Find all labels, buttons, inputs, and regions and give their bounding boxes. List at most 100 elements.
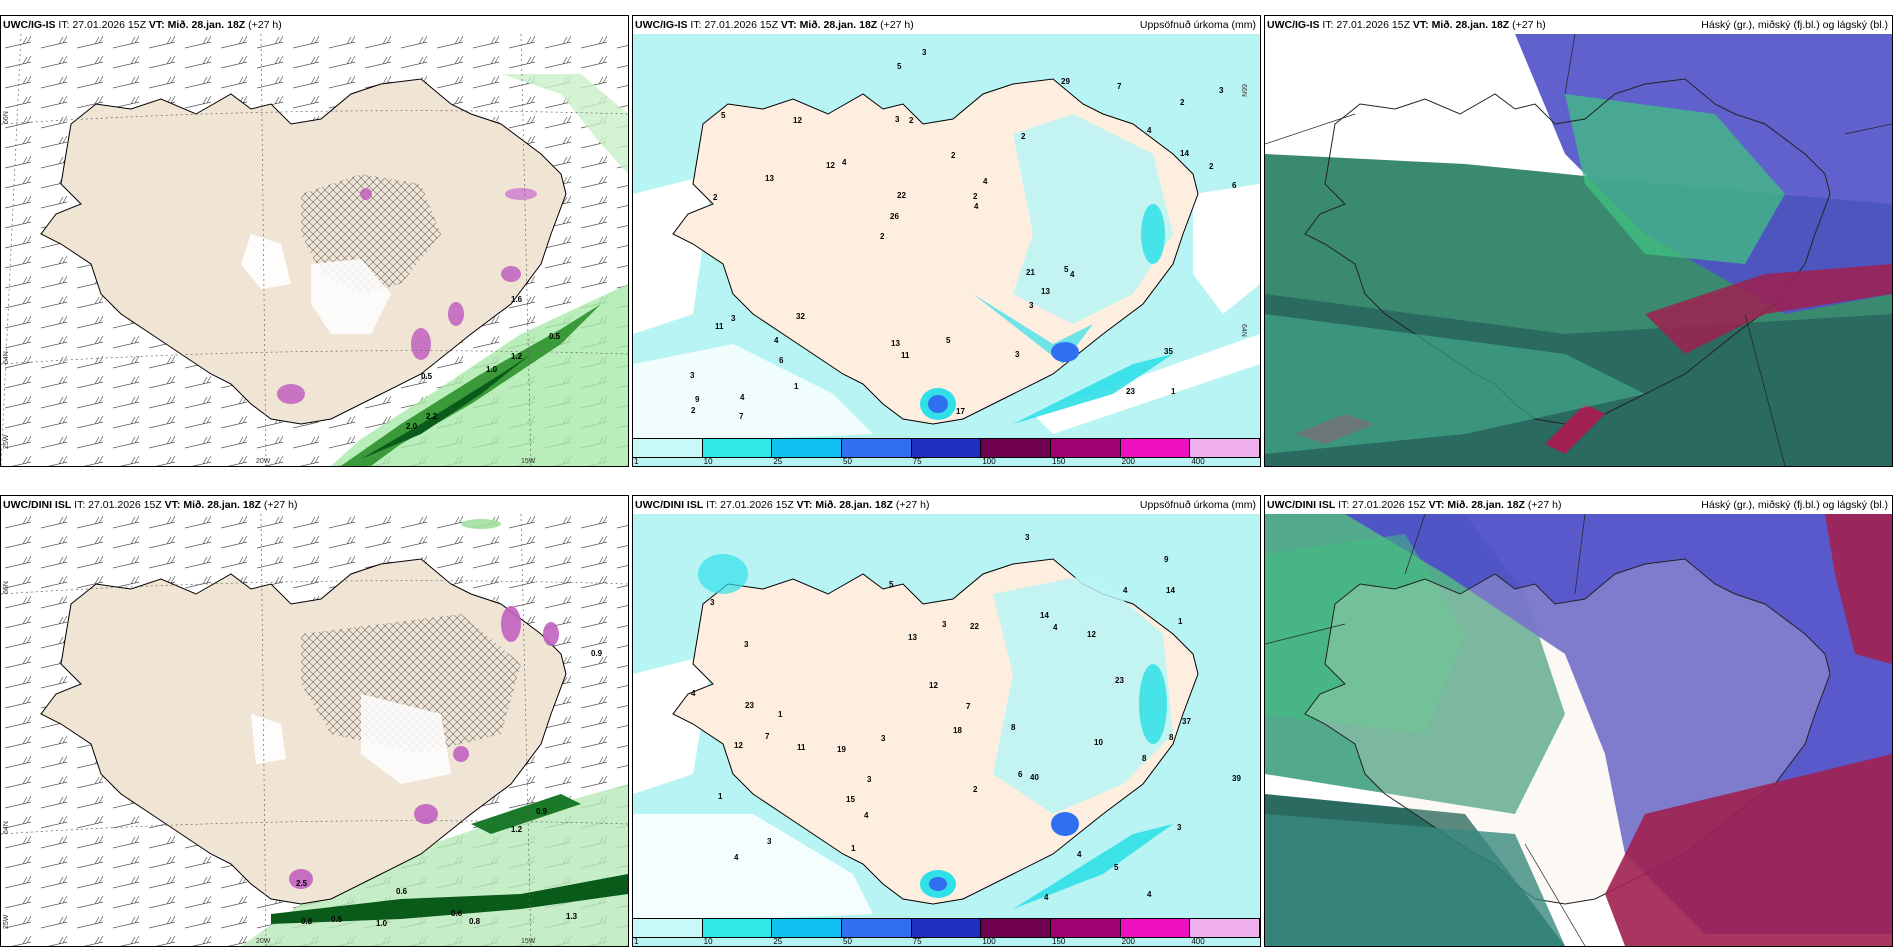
precip-value-label: 7 — [739, 412, 744, 421]
svg-text:0.9: 0.9 — [591, 649, 603, 658]
precip-value-label: 1 — [794, 382, 799, 391]
precip-value-label: 14 — [1180, 149, 1189, 158]
precip-value-label: 2 — [880, 232, 885, 241]
legend-tick: 150 — [1052, 937, 1066, 946]
legend-swatch — [842, 918, 912, 938]
legend-swatch — [842, 438, 912, 458]
precip-value-label: 3 — [895, 115, 900, 124]
legend-tick: 1 — [634, 457, 639, 466]
precip-value-label: 2 — [909, 116, 914, 125]
precip-value-label: 37 — [1182, 717, 1191, 726]
precip-value-label: 13 — [908, 633, 917, 642]
legend-tick: 25 — [773, 457, 783, 466]
precip-value-label: 4 — [864, 811, 869, 820]
precip-value-label: 2 — [1021, 132, 1026, 141]
precip-value-label: 6 — [1232, 181, 1237, 190]
precip-value-label: 35 — [1164, 347, 1173, 356]
svg-text:1.3: 1.3 — [566, 912, 578, 921]
precip-value-label: 6 — [1018, 770, 1023, 779]
svg-text:1.0: 1.0 — [486, 365, 498, 374]
panel-header: UWC/IG-IS IT: 27.01.2026 15Z VT: Mið. 28… — [633, 16, 1260, 34]
precip-value-label: 3 — [867, 775, 872, 784]
precip-value-label: 11 — [715, 322, 724, 331]
svg-text:1.0: 1.0 — [376, 919, 388, 928]
panel-accum-precip-ig: UWC/IG-IS IT: 27.01.2026 15Z VT: Mið. 28… — [632, 15, 1261, 467]
lat-label: 66N — [3, 111, 10, 124]
legend-tick: 75 — [912, 457, 922, 466]
precip-value-label: 4 — [842, 158, 847, 167]
lon-label: 15W — [521, 458, 536, 465]
precip-value-label: 2 — [1209, 162, 1214, 171]
lon-label-left: 25W — [3, 914, 10, 929]
legend-swatch — [633, 438, 703, 458]
svg-text:1.6: 1.6 — [511, 295, 523, 304]
svg-text:2.0: 2.0 — [406, 422, 418, 431]
precip-value-label: 3 — [710, 598, 715, 607]
precip-value-label: 1 — [1171, 387, 1176, 396]
lat-label: 66N — [1240, 84, 1248, 97]
precip-value-label: 4 — [1044, 893, 1049, 902]
legend-swatch — [772, 438, 842, 458]
precip-value-label: 2 — [951, 151, 956, 160]
precip-value-label: 29 — [1061, 77, 1070, 86]
precip-value-label: 4 — [691, 689, 696, 698]
precip-value-label: 26 — [890, 212, 899, 221]
precip-value-label: 4 — [740, 393, 745, 402]
iceland-landmass — [40, 78, 567, 425]
legend-swatch — [772, 918, 842, 938]
panel-header: UWC/IG-IS IT: 27.01.2026 15Z VT: Mið. 28… — [1265, 16, 1892, 34]
panel-title: Uppsöfnuð úrkoma (mm) — [1139, 499, 1256, 511]
legend-tick: 50 — [843, 457, 852, 466]
precip-value-label: 1 — [718, 792, 723, 801]
svg-text:0.5: 0.5 — [549, 332, 561, 341]
svg-text:0.5: 0.5 — [421, 372, 433, 381]
lat-label: 66N — [3, 581, 10, 594]
lat-label: 64N — [1240, 324, 1248, 337]
precip-value-label: 32 — [796, 312, 805, 321]
legend-swatch — [911, 918, 982, 938]
precip-value-label: 4 — [1123, 586, 1128, 595]
precip-value-label: 12 — [826, 161, 835, 170]
svg-text:2.2: 2.2 — [426, 412, 438, 421]
panel-title: Uppsöfnuð úrkoma (mm) — [1139, 19, 1256, 31]
precip-value-label: 11 — [901, 351, 910, 360]
precip-value-label: 5 — [946, 336, 951, 345]
precip-value-label: 2 — [973, 192, 978, 201]
lat-label: 64N — [3, 351, 10, 364]
legend-swatch — [1190, 438, 1260, 458]
precip-value-label: 3 — [690, 371, 695, 380]
panel-precip-wind-dini: UWC/DINI ISL IT: 27.01.2026 15Z VT: Mið.… — [0, 495, 629, 947]
panel-accum-precip-dini: UWC/DINI ISL IT: 27.01.2026 15Z VT: Mið.… — [632, 495, 1261, 947]
map-area: 0.6 0.9 1.2 0.5 0.8 1.0 0.6 0.8 2.5 0.9 … — [1, 514, 628, 946]
precip-value-label: 4 — [774, 336, 779, 345]
panel-precip-wind-ig: UWC/IG-IS IT: 27.01.2026 15Z VT: Mið. 28… — [0, 15, 629, 467]
precip-value-label: 8 — [1142, 754, 1147, 763]
precip-value-label: 1 — [778, 710, 783, 719]
precip-value-label: 5 — [1064, 265, 1069, 274]
panel-header: UWC/DINI ISL IT: 27.01.2026 15Z VT: Mið.… — [633, 496, 1260, 514]
precip-value-label: 4 — [1147, 890, 1152, 899]
precip-value-label: 2 — [1180, 98, 1185, 107]
legend-swatch — [702, 918, 773, 938]
legend-swatch — [1120, 918, 1191, 938]
legend-tick: 25 — [773, 937, 783, 946]
precip-value-label: 3 — [1029, 301, 1034, 310]
precip-value-label: 9 — [695, 395, 700, 404]
precip-value-label: 23 — [745, 701, 754, 710]
lon-label: 15W — [521, 938, 536, 945]
precip-value-label: 11 — [797, 743, 806, 752]
precip-value-label: 21 — [1026, 268, 1035, 277]
precip-value-label: 3 — [881, 734, 886, 743]
precip-value-label: 2 — [691, 406, 696, 415]
precip-value-label: 5 — [889, 580, 894, 589]
precip-value-label: 23 — [1115, 676, 1124, 685]
legend-swatch — [702, 438, 773, 458]
legend-tick: 150 — [1052, 457, 1066, 466]
precip-value-label: 6 — [779, 356, 784, 365]
legend-tick: 50 — [843, 937, 852, 946]
precip-value-label: 2 — [973, 785, 978, 794]
iceland-landmass — [1304, 78, 1831, 425]
precip-value-label: 1 — [851, 844, 856, 853]
precip-value-label: 4 — [1077, 850, 1082, 859]
precip-value-label: 3 — [1015, 350, 1020, 359]
